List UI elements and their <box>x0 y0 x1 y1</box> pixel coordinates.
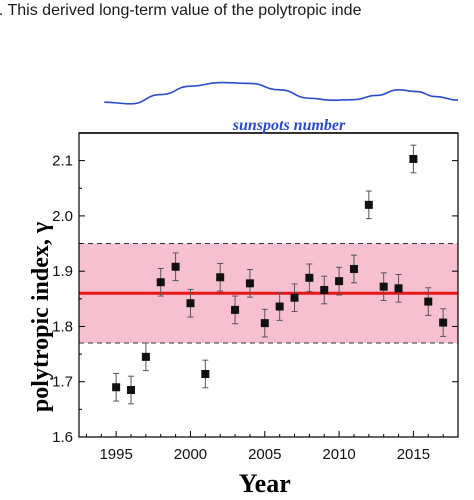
data-point <box>394 284 403 293</box>
data-point <box>216 273 225 282</box>
data-point <box>364 200 373 209</box>
x-tick-label: 2010 <box>322 446 355 463</box>
data-point <box>231 305 240 314</box>
data-point <box>275 302 284 311</box>
y-tick-label: 1.7 <box>52 374 73 391</box>
y-tick-label: 1.8 <box>52 318 73 335</box>
data-point <box>260 319 269 328</box>
x-tick-label: 2005 <box>248 446 281 463</box>
x-tick-label: 1995 <box>99 446 132 463</box>
data-point <box>186 299 195 308</box>
y-tick-label: 2.0 <box>52 208 73 225</box>
data-point <box>245 279 254 288</box>
y-tick-label: 1.9 <box>52 263 73 280</box>
caption-text: 0. This derived long-term value of the p… <box>0 2 362 19</box>
data-point <box>379 282 388 291</box>
data-point <box>320 285 329 294</box>
data-point <box>409 154 418 163</box>
sunspots-curve <box>104 81 459 105</box>
data-point <box>171 262 180 271</box>
y-tick-label: 2.1 <box>52 153 73 170</box>
x-axis-title: Year <box>239 469 291 498</box>
data-point <box>305 273 314 282</box>
data-point <box>349 264 358 273</box>
y-axis-title: polytropic index, γ <box>28 222 54 412</box>
data-point <box>335 277 344 286</box>
data-point <box>156 278 165 287</box>
x-tick-label: 2000 <box>174 446 207 463</box>
data-point <box>424 297 433 306</box>
x-tick-label: 2015 <box>397 446 430 463</box>
sunspots-label: sunspots number <box>232 117 346 134</box>
y-tick-label: 1.6 <box>52 429 73 446</box>
data-point <box>290 293 299 302</box>
data-point <box>127 386 136 395</box>
data-point <box>112 383 121 392</box>
data-point <box>439 318 448 327</box>
data-point <box>201 369 210 378</box>
data-point <box>141 352 150 361</box>
